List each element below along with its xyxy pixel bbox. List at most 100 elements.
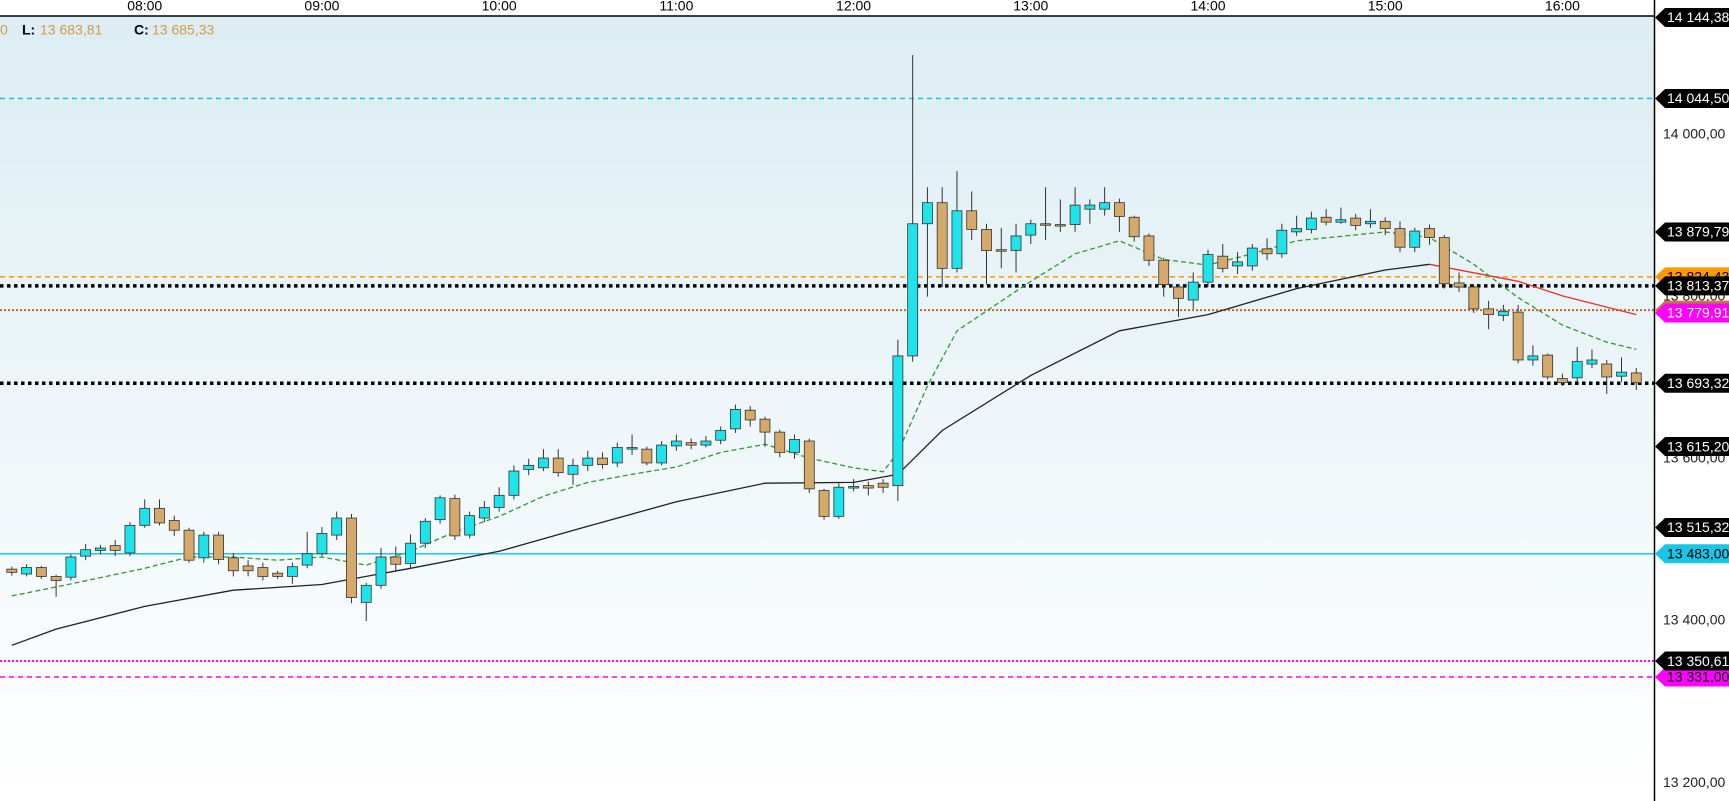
candle-body	[995, 249, 1007, 252]
candle-body	[1557, 378, 1568, 384]
candle-body	[1128, 216, 1140, 238]
candle-body	[848, 486, 859, 489]
candle-body	[6, 568, 18, 573]
header-value: 0	[0, 22, 8, 38]
candle-body	[109, 545, 121, 551]
moving-average	[1429, 263, 1637, 316]
level-label-bg	[1655, 437, 1729, 457]
plot-area	[0, 55, 1654, 678]
candle-body	[877, 482, 889, 488]
x-tick-label: 15:00	[1368, 0, 1403, 14]
header-value: 13 683,81	[40, 22, 102, 38]
candle-body	[789, 439, 800, 453]
candle-body	[434, 497, 446, 521]
candle-body	[1246, 247, 1258, 267]
candle-body	[1217, 255, 1229, 269]
candle-body	[1054, 224, 1066, 227]
candle-body	[272, 572, 284, 577]
candle-body	[1114, 202, 1125, 217]
time-axis	[0, 0, 1654, 16]
level-label: 13 879,79	[1667, 224, 1729, 240]
candle-body	[1173, 286, 1184, 299]
candle-body	[331, 517, 343, 536]
candle-body	[567, 464, 579, 475]
candle-body	[862, 485, 874, 489]
candle-body	[257, 567, 269, 577]
moving-average	[11, 263, 1430, 646]
candle-body	[1453, 282, 1465, 288]
level-label: 13 331,00	[1667, 669, 1729, 685]
candle-body	[242, 565, 254, 572]
candle-body	[50, 576, 62, 581]
candle-body	[1305, 217, 1317, 230]
candle-body	[730, 409, 741, 430]
candle-body	[626, 447, 638, 450]
candle-body	[951, 210, 963, 269]
candle-body	[892, 355, 904, 487]
candle-body	[1542, 354, 1554, 378]
level-label-bg	[1655, 89, 1729, 109]
candle-body	[360, 584, 372, 603]
candle-body	[685, 442, 697, 446]
candle-body	[744, 409, 756, 421]
x-tick-label: 11:00	[659, 0, 693, 14]
candle-body	[1438, 237, 1450, 285]
candle-body	[227, 557, 239, 572]
candle-body	[1350, 217, 1362, 226]
candle-body	[1143, 235, 1155, 261]
candle-body	[287, 566, 298, 577]
level-label: 14 044,50	[1667, 90, 1729, 106]
candle-body	[346, 517, 357, 598]
candle-body	[1424, 228, 1435, 238]
level-label-bg	[1655, 667, 1729, 687]
candle-body	[1630, 372, 1642, 384]
candle-body	[552, 457, 564, 474]
candle-body	[818, 490, 830, 517]
candle-body	[1291, 228, 1303, 233]
candle-body	[449, 498, 461, 537]
header-key: L:	[22, 22, 35, 38]
candle-body	[538, 457, 549, 469]
candle-body	[508, 470, 520, 496]
candle-body	[154, 507, 165, 524]
candle-body	[1261, 248, 1273, 255]
candle-body	[700, 440, 712, 446]
candle-body	[1616, 371, 1627, 377]
candle-body	[1040, 223, 1051, 226]
candle-body	[95, 547, 106, 551]
candle-body	[1232, 261, 1243, 267]
candle-body	[375, 556, 387, 586]
candle-body	[493, 494, 505, 508]
x-tick-label: 13:00	[1013, 0, 1048, 14]
candle-body	[1365, 220, 1376, 225]
candle-body	[597, 457, 608, 465]
level-label-bg	[1655, 544, 1729, 564]
candle-body	[1069, 204, 1081, 225]
candle-body	[1202, 254, 1214, 283]
candle-body	[1601, 363, 1613, 378]
candle-body	[65, 556, 77, 578]
candle-body	[803, 440, 815, 490]
level-label: 13 615,20	[1667, 438, 1729, 454]
candle-body	[35, 567, 47, 577]
level-label: 14 144,38	[1667, 9, 1729, 25]
header-key: C:	[134, 22, 149, 38]
x-tick-label: 14:00	[1190, 0, 1225, 14]
level-label: 13 693,32	[1667, 375, 1729, 391]
candle-body	[1512, 311, 1524, 361]
candle-body	[1586, 359, 1598, 365]
level-label-bg	[1655, 373, 1729, 393]
candle-body	[833, 486, 845, 517]
x-tick-label: 10:00	[482, 0, 517, 14]
level-label-bg	[1655, 303, 1729, 323]
candle-body	[1409, 230, 1421, 248]
level-label-bg	[1655, 276, 1729, 296]
level-label: 13 350,61	[1667, 653, 1729, 669]
axis-labels: 08:00 09:00 10:00 11:00 12:00 13:00 14:00 15:00…	[127, 0, 1729, 790]
candle-body	[316, 533, 328, 555]
x-tick-label: 12:00	[836, 0, 871, 14]
candle-body	[1483, 308, 1494, 315]
candle-body	[301, 553, 313, 566]
candle-body	[1084, 204, 1096, 210]
